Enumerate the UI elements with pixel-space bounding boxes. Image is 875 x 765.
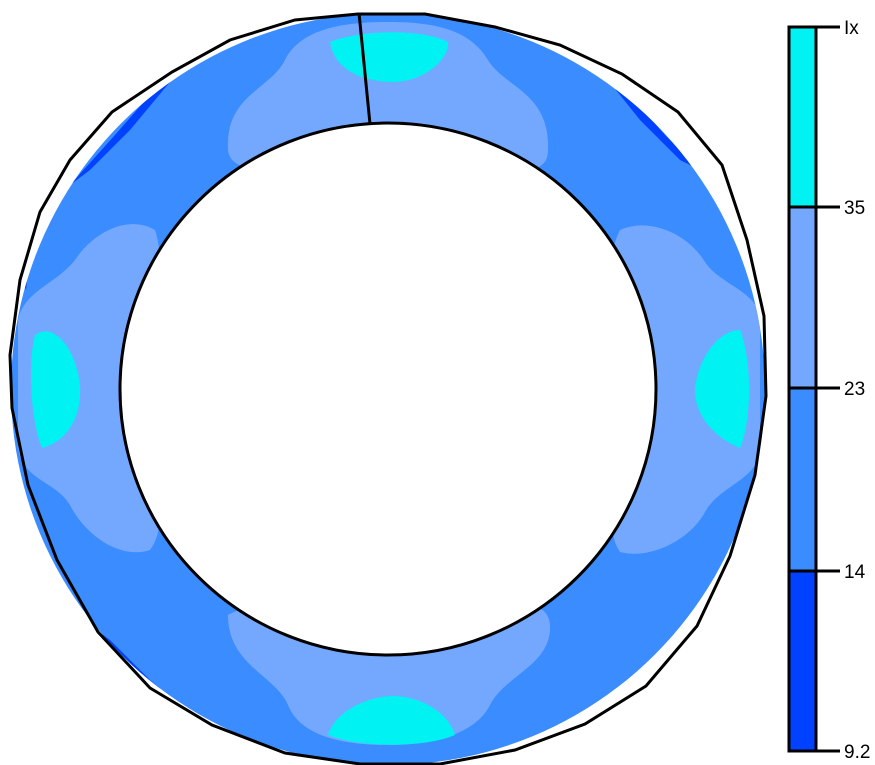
band-high-top [330, 32, 449, 82]
legend-band-low [789, 571, 816, 751]
seam-line [357, 12, 372, 125]
band-high-bottom [328, 696, 455, 745]
band-high-left [30, 331, 81, 448]
legend-band-23-35 [789, 207, 816, 388]
legend-band-14-23 [789, 388, 816, 571]
legend-label-35: 35 [844, 198, 865, 219]
band-low-corner-top-left [70, 70, 180, 185]
inner-boundary [118, 121, 658, 657]
color-legend: Ix 35 23 14 9.2 [787, 18, 870, 763]
band-23-35-right [612, 225, 760, 554]
legend-label-23: 23 [844, 379, 865, 400]
band-23-35-top [227, 22, 549, 170]
legend-label-ix: Ix [844, 18, 859, 39]
band-high-right [695, 330, 749, 448]
outer-boundary [8, 12, 768, 765]
legend-band-high [789, 27, 816, 207]
legend-label-14: 14 [844, 562, 866, 583]
legend-label-9-2: 9.2 [844, 742, 870, 763]
band-23-35-left [18, 224, 160, 553]
